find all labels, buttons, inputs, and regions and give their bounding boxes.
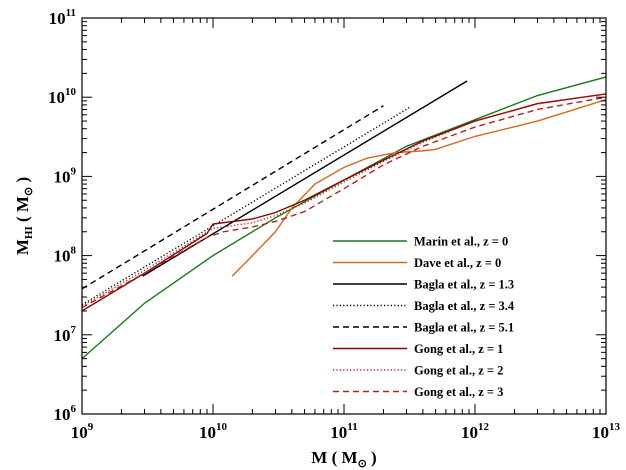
series-line-7 — [82, 93, 606, 307]
axes-layer: 109 1010 1011 1012 1013 106 107 108 109 1010 1011 — [48, 7, 621, 442]
x-tick-label: 1011 — [330, 421, 357, 442]
legend-label-4: Bagla et al., z = 3.4 — [414, 299, 515, 313]
y-tick-label: 106 — [54, 403, 77, 424]
series-line-1 — [82, 76, 606, 360]
y-tick-label: 109 — [54, 165, 77, 186]
legend-label-7: Gong et al., z = 2 — [414, 364, 503, 378]
axis-labels: M ( M⊙ ) MHI ( M⊙ ) — [13, 177, 377, 470]
legend-label-2: Dave et al., z = 0 — [414, 256, 501, 270]
legend-label-6: Gong et al., z = 1 — [414, 342, 503, 356]
y-tick-label: 1011 — [49, 7, 76, 28]
plot-frame — [81, 17, 607, 415]
series-line-8 — [82, 96, 606, 309]
x-tick-label: 1013 — [592, 421, 621, 442]
series-line-2 — [231, 99, 606, 277]
legend-label-5: Bagla et al., z = 5.1 — [414, 321, 514, 335]
legend-label-8: Gong et al., z = 3 — [414, 385, 503, 399]
x-axis-label: M ( M⊙ ) — [311, 448, 376, 470]
y-tick-label: 107 — [54, 324, 77, 345]
legend-label-1: Marin et al., z = 0 — [414, 235, 508, 249]
series-line-5 — [82, 105, 384, 290]
x-tick-label: 109 — [71, 421, 94, 442]
x-tick-label: 1012 — [461, 421, 490, 442]
series-line-6 — [82, 93, 606, 312]
x-tick-label: 1010 — [199, 421, 228, 442]
y-axis-label: MHI ( M⊙ ) — [13, 177, 35, 255]
y-tick-label: 1010 — [48, 86, 77, 107]
series-line-4 — [82, 106, 411, 306]
legend: Marin et al., z = 0 Dave et al., z = 0 Bag… — [333, 235, 515, 399]
y-tick-label: 108 — [54, 245, 77, 266]
legend-label-3: Bagla et al., z = 1.3 — [414, 278, 514, 292]
series-layer — [82, 76, 606, 360]
